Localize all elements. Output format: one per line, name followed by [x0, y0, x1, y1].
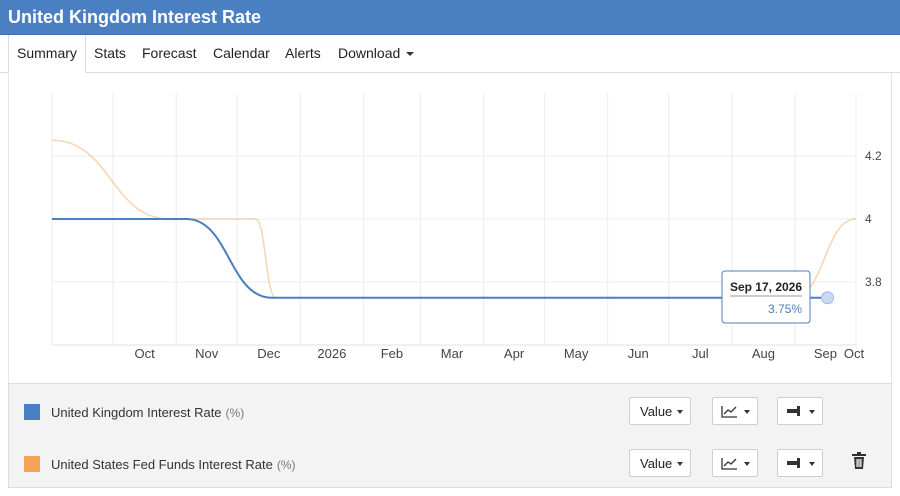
series-name-text: United Kingdom Interest Rate [51, 405, 222, 420]
tab-download[interactable]: Download [338, 35, 415, 73]
chevron-down-icon [744, 462, 750, 466]
x-tick-label: Oct [844, 346, 865, 361]
x-tick-label: 2026 [317, 346, 346, 361]
line-chart-icon [721, 458, 737, 470]
tooltip-date: Sep 17, 2026 [730, 280, 802, 294]
chevron-down-icon [809, 410, 815, 414]
title-bar: United Kingdom Interest Rate [0, 0, 900, 35]
legend-row-us: United States Fed Funds Interest Rate (%)… [9, 437, 891, 487]
y-axis-labels: 4.2 4 3.8 [865, 149, 882, 289]
series-line-us-fed-funds [51, 139, 857, 299]
series-name-text: United States Fed Funds Interest Rate [51, 457, 273, 472]
tab-calendar[interactable]: Calendar [213, 45, 270, 61]
y-tick-label: 4.2 [865, 149, 882, 163]
x-tick-label: Feb [381, 346, 403, 361]
series-unit: (%) [225, 406, 245, 420]
line-chart-icon [721, 406, 737, 418]
x-tick-label: Jul [692, 346, 709, 361]
chevron-down-icon [677, 462, 683, 466]
line-chart[interactable]: Oct Nov Dec 2026 Feb Mar Apr May Jun Jul Aug Sep Oct… [9, 73, 891, 383]
series-unit: (%) [276, 458, 296, 472]
series-legend: United Kingdom Interest Rate (%) Value Un… [8, 383, 892, 488]
tab-stats[interactable]: Stats [94, 45, 126, 61]
tooltip-box [721, 270, 811, 324]
page-title: United Kingdom Interest Rate [8, 7, 262, 27]
chevron-down-icon [406, 52, 415, 57]
chart-area[interactable]: Oct Nov Dec 2026 Feb Mar Apr May Jun Jul Aug Sep Oct… [8, 73, 892, 383]
x-tick-label: Apr [504, 346, 525, 361]
x-tick-label: Sep [814, 346, 837, 361]
axis-side-icon [787, 406, 800, 416]
x-tick-label: Jun [628, 346, 649, 361]
axis-dropdown[interactable] [777, 449, 823, 477]
chart-type-dropdown[interactable] [712, 449, 758, 477]
chevron-down-icon [809, 462, 815, 466]
series-color-swatch[interactable] [24, 456, 40, 472]
x-tick-label: Mar [441, 346, 464, 361]
chart-series [51, 139, 857, 305]
value-dropdown[interactable]: Value [629, 449, 691, 477]
tab-download-label: Download [338, 45, 401, 61]
chevron-down-icon [677, 410, 683, 414]
trash-icon[interactable] [851, 452, 867, 470]
tab-forecast[interactable]: Forecast [142, 45, 197, 61]
y-tick-label: 3.8 [865, 275, 882, 289]
x-tick-label: Nov [195, 346, 219, 361]
value-dropdown[interactable]: Value [629, 397, 691, 425]
tab-alerts[interactable]: Alerts [285, 45, 321, 61]
axis-dropdown[interactable] [777, 397, 823, 425]
x-tick-label: May [564, 346, 589, 361]
value-dropdown-label: Value [640, 456, 673, 471]
legend-row-uk: United Kingdom Interest Rate (%) Value [9, 385, 891, 435]
chart-grid [51, 93, 857, 346]
chevron-down-icon [744, 410, 750, 414]
value-dropdown-label: Value [640, 404, 673, 419]
series-name: United Kingdom Interest Rate (%) [51, 405, 244, 420]
series-line-uk-rate [52, 218, 828, 299]
tooltip-value: 3.75% [768, 302, 802, 316]
tab-bar: Summary Stats Forecast Calendar Alerts D… [0, 35, 900, 73]
series-point-highlight [821, 291, 835, 305]
series-color-swatch[interactable] [24, 404, 40, 420]
chart-type-dropdown[interactable] [712, 397, 758, 425]
x-tick-label: Aug [752, 346, 775, 361]
x-tick-label: Dec [257, 346, 281, 361]
chart-tooltip: Sep 17, 2026 3.75% [721, 270, 811, 324]
axis-side-icon [787, 458, 800, 468]
x-axis-labels: Oct Nov Dec 2026 Feb Mar Apr May Jun Jul Aug Sep Oct [134, 346, 864, 361]
y-tick-label: 4 [865, 212, 872, 226]
x-tick-label: Oct [134, 346, 155, 361]
tab-summary[interactable]: Summary [8, 35, 86, 73]
series-name: United States Fed Funds Interest Rate (%) [51, 457, 296, 472]
